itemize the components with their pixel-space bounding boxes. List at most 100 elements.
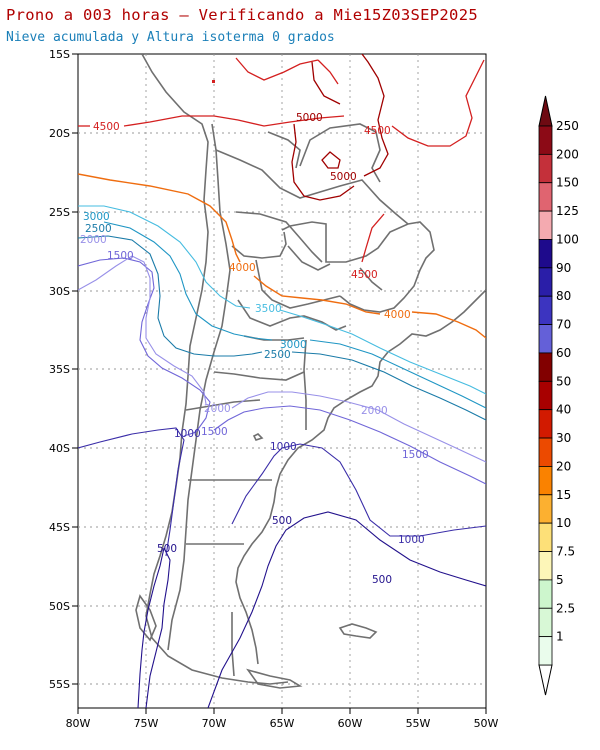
colorbar-swatch xyxy=(538,125,553,155)
contour-label-1000-b: 1000 xyxy=(270,441,297,453)
contour-label-4000-b: 4000 xyxy=(384,309,411,321)
lon-label: 60W xyxy=(338,717,363,730)
contour-label-3000-a: 3000 xyxy=(83,211,110,223)
colorbar-label: 250 xyxy=(556,119,579,133)
lat-label: 15S xyxy=(49,48,70,61)
contour-500 xyxy=(137,511,486,708)
colorbar-swatch xyxy=(538,153,553,184)
contour-label-1500-a: 1500 xyxy=(107,250,134,262)
contour-label-2000-b: 2000 xyxy=(204,403,231,415)
colorbar-label: 1 xyxy=(556,630,564,644)
contour-labels: 4500 4500 4500 5000 5000 4000 4000 3500 … xyxy=(80,112,429,586)
contour-label-1000-a: 1000 xyxy=(174,428,201,440)
colorbar-swatch xyxy=(538,352,553,382)
colorbar-label: 5 xyxy=(556,573,564,587)
colorbar: 250 200 150 125 100 90 80 70 60 50 40 30 20 15 10 7.5 5 2… xyxy=(538,95,579,696)
colorbar-label: 100 xyxy=(556,232,579,246)
contour-2000 xyxy=(78,255,486,463)
lat-label: 50S xyxy=(49,600,70,613)
colorbar-label: 15 xyxy=(556,488,571,502)
colorbar-swatch xyxy=(538,579,553,609)
contour-label-2000-c: 2000 xyxy=(361,405,388,417)
colorbar-swatch xyxy=(538,607,553,638)
graticule xyxy=(78,54,486,708)
lon-label: 70W xyxy=(202,717,227,730)
lat-label: 25S xyxy=(49,206,70,219)
contour-5000 xyxy=(291,54,389,201)
lon-label: 80W xyxy=(66,717,91,730)
map-frame xyxy=(77,53,487,709)
lon-label: 75W xyxy=(134,717,159,730)
colorbar-label: 50 xyxy=(556,374,571,388)
colorbar-label: 20 xyxy=(556,459,571,473)
lon-labels: 80W 75W 70W 65W 60W 55W 50W xyxy=(66,717,499,730)
contour-3000 xyxy=(103,221,486,409)
colorbar-label: 7.5 xyxy=(556,545,575,559)
colorbar-label: 40 xyxy=(556,403,571,417)
colorbar-swatch xyxy=(538,494,553,524)
contour-4500 xyxy=(78,57,485,263)
contour-label-3500: 3500 xyxy=(255,303,282,315)
contour-3500 xyxy=(78,205,486,395)
contour-label-1500-c: 1500 xyxy=(402,449,429,461)
colorbar-label: 60 xyxy=(556,346,571,360)
colorbar-label: 200 xyxy=(556,147,579,161)
lon-label: 65W xyxy=(270,717,295,730)
colorbar-swatch xyxy=(538,409,553,439)
contour-label-5000-b: 5000 xyxy=(330,171,357,183)
colorbar-swatch xyxy=(538,182,553,212)
contour-label-500-b: 500 xyxy=(157,543,177,555)
contour-1500 xyxy=(78,257,486,485)
coastline-borders xyxy=(135,54,486,689)
lat-ticks xyxy=(72,53,78,685)
colorbar-swatch xyxy=(538,295,553,325)
contour-label-2000-a: 2000 xyxy=(80,234,107,246)
lat-label: 45S xyxy=(49,521,70,534)
contour-label-1500-b: 1500 xyxy=(201,426,228,438)
colorbar-label: 10 xyxy=(556,516,571,530)
colorbar-label: 2.5 xyxy=(556,601,575,615)
contour-label-5000-a: 5000 xyxy=(296,112,323,124)
contour-label-2500-b: 2500 xyxy=(264,349,291,361)
lat-label: 55S xyxy=(49,678,70,691)
colorbar-swatch xyxy=(538,267,553,297)
colorbar-swatch xyxy=(538,239,553,269)
colorbar-swatch xyxy=(538,466,553,496)
contour-label-500-c: 500 xyxy=(372,574,392,586)
lat-label: 30S xyxy=(49,285,70,298)
colorbar-swatch xyxy=(538,522,553,552)
contour-2500 xyxy=(78,235,486,421)
contour-label-4500-c: 4500 xyxy=(351,269,378,281)
colorbar-top-arrow xyxy=(538,95,553,127)
lat-label: 35S xyxy=(49,363,70,376)
lat-labels: 15S 20S 25S 30S 35S 40S 45S 50S 55S xyxy=(49,48,70,691)
contour-label-3000-b: 3000 xyxy=(280,339,307,351)
map-title: Prono a 003 horas — Verificando a Mie15Z… xyxy=(6,6,478,24)
colorbar-swatch xyxy=(538,210,553,240)
lon-label: 55W xyxy=(406,717,431,730)
colorbar-swatch xyxy=(538,551,553,581)
colorbar-swatch xyxy=(538,437,553,467)
contour-4000 xyxy=(78,173,486,339)
contour-point-marker xyxy=(212,80,215,83)
colorbar-swatch xyxy=(538,636,553,666)
colorbar-label: 30 xyxy=(556,431,571,445)
colorbar-label: 70 xyxy=(556,318,571,332)
colorbar-bottom-arrow xyxy=(538,664,553,696)
contour-label-500-a: 500 xyxy=(272,515,292,527)
lat-label: 20S xyxy=(49,127,70,140)
map-subtitle: Nieve acumulada y Altura isoterma 0 grad… xyxy=(6,30,335,45)
colorbar-swatch xyxy=(538,324,553,354)
contour-1000 xyxy=(78,427,486,557)
contour-label-2500-a: 2500 xyxy=(85,223,112,235)
colorbar-label: 80 xyxy=(556,289,571,303)
lon-ticks xyxy=(77,708,487,714)
colorbar-label: 125 xyxy=(556,204,579,218)
colorbar-label: 90 xyxy=(556,261,571,275)
colorbar-swatch xyxy=(538,380,553,411)
contour-label-4500-a: 4500 xyxy=(93,121,120,133)
contour-label-1000-c: 1000 xyxy=(398,534,425,546)
colorbar-label: 150 xyxy=(556,176,579,190)
lon-label: 50W xyxy=(474,717,499,730)
